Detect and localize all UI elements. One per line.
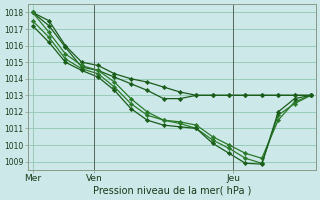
X-axis label: Pression niveau de la mer( hPa ): Pression niveau de la mer( hPa ) xyxy=(92,186,251,196)
